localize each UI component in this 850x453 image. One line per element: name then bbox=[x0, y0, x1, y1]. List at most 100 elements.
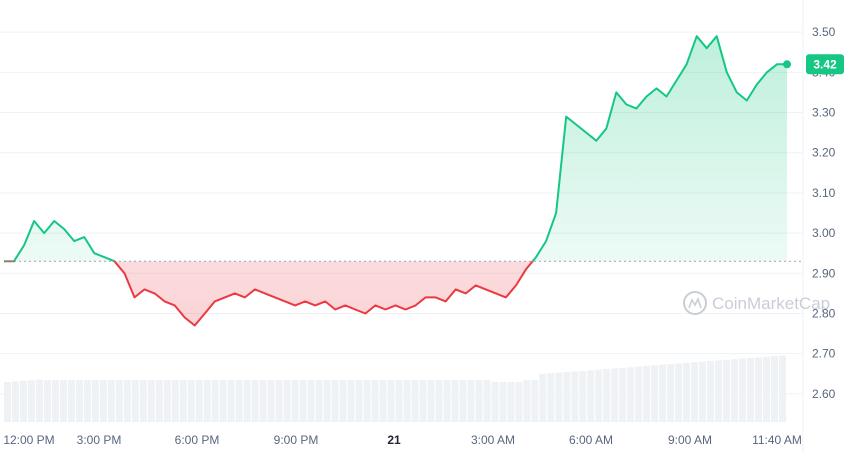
volume-bar bbox=[747, 357, 755, 422]
x-axis: 12:00 PM 3:00 PM 6:00 PM 9:00 PM 21 3:00 AM 6:… bbox=[3, 433, 802, 447]
y-tick-label: 3.20 bbox=[812, 146, 836, 160]
volume-bar bbox=[611, 368, 619, 422]
current-price-dot bbox=[783, 60, 791, 69]
price-line-up bbox=[4, 35, 787, 262]
volume-bar bbox=[267, 380, 275, 422]
volume-bar bbox=[227, 380, 235, 422]
volume-bar bbox=[731, 359, 739, 422]
volume-bar bbox=[315, 380, 323, 422]
volume-bar bbox=[219, 380, 227, 422]
volume-bar bbox=[483, 380, 491, 422]
volume-bar bbox=[179, 380, 187, 422]
volume-bar bbox=[283, 380, 291, 422]
volume-bar bbox=[555, 372, 563, 422]
volume-bar bbox=[499, 382, 507, 422]
volume-bar bbox=[707, 360, 715, 422]
volume-bar bbox=[339, 380, 347, 422]
watermark: CoinMarketCap bbox=[683, 291, 830, 315]
current-price-label: 3.42 bbox=[813, 57, 837, 71]
volume-bar bbox=[235, 380, 243, 422]
volume-bar bbox=[659, 364, 667, 422]
volume-bar bbox=[139, 380, 147, 422]
volume-bar bbox=[691, 362, 699, 422]
volume-bar bbox=[19, 380, 27, 422]
area-above-baseline bbox=[4, 36, 787, 262]
volume-bar bbox=[531, 380, 539, 422]
y-tick-label: 2.60 bbox=[812, 387, 836, 401]
volume-bar bbox=[515, 382, 523, 422]
y-tick-label: 2.70 bbox=[812, 347, 836, 361]
volume-bar bbox=[635, 366, 643, 422]
volume-bar bbox=[427, 380, 435, 422]
x-tick-label: 11:40 AM bbox=[752, 433, 802, 447]
volume-bar bbox=[763, 356, 771, 422]
volume-bar bbox=[491, 382, 499, 422]
volume-bar bbox=[91, 380, 99, 422]
volume-bar bbox=[379, 380, 387, 422]
volume-bar bbox=[651, 365, 659, 422]
volume-bar bbox=[739, 358, 747, 422]
volume-bar bbox=[291, 380, 299, 422]
volume-bar bbox=[259, 380, 267, 422]
current-price-badge: 3.42 bbox=[806, 54, 844, 75]
volume-bar bbox=[595, 369, 603, 422]
volume-bar bbox=[211, 380, 219, 422]
coinmarketcap-logo-mark bbox=[688, 296, 702, 309]
x-tick-label: 9:00 PM bbox=[274, 433, 319, 447]
volume-bar bbox=[411, 380, 419, 422]
x-tick-label: 6:00 PM bbox=[175, 433, 220, 447]
volume-bar bbox=[563, 372, 571, 422]
volume-bar bbox=[419, 380, 427, 422]
coinmarketcap-logo-icon bbox=[683, 291, 707, 315]
watermark-text: CoinMarketCap bbox=[712, 294, 830, 313]
x-tick-label: 3:00 AM bbox=[471, 433, 515, 447]
price-area bbox=[4, 36, 787, 326]
volume-bar bbox=[619, 367, 627, 422]
volume-bar bbox=[35, 379, 43, 422]
x-tick-label: 9:00 AM bbox=[668, 433, 712, 447]
x-tick-label: 6:00 AM bbox=[569, 433, 613, 447]
volume-bar bbox=[147, 380, 155, 422]
volume-bar bbox=[307, 380, 315, 422]
volume-bar bbox=[43, 380, 51, 422]
volume-bar bbox=[779, 355, 786, 422]
volume-bar bbox=[299, 380, 307, 422]
volume-bar bbox=[699, 361, 707, 422]
volume-bar bbox=[51, 380, 59, 422]
x-tick-label: 21 bbox=[387, 433, 401, 447]
price-line-down bbox=[4, 261, 534, 327]
volume-bar bbox=[507, 382, 515, 422]
volume-bar bbox=[4, 382, 11, 422]
volume-bar bbox=[587, 370, 595, 422]
volume-bar bbox=[459, 380, 467, 422]
x-tick-label: 12:00 PM bbox=[3, 433, 54, 447]
volume-bar bbox=[203, 380, 211, 422]
volume-bar bbox=[347, 380, 355, 422]
volume-bar bbox=[435, 380, 443, 422]
volume-bar bbox=[363, 380, 371, 422]
volume-bar bbox=[131, 380, 139, 422]
volume-bar bbox=[387, 380, 395, 422]
volume-bar bbox=[723, 359, 731, 422]
volume-bar bbox=[467, 380, 475, 422]
volume-bar bbox=[355, 380, 363, 422]
volume-bar bbox=[99, 380, 107, 422]
volume-bar bbox=[715, 360, 723, 422]
volume-bar bbox=[443, 380, 451, 422]
y-axis: 3.503.403.303.203.103.002.902.802.702.60 bbox=[812, 25, 836, 401]
volume-bar bbox=[11, 381, 19, 422]
volume-bar bbox=[579, 370, 587, 422]
volume-bar bbox=[163, 380, 171, 422]
y-tick-label: 3.10 bbox=[812, 186, 836, 200]
volume-bar bbox=[475, 380, 483, 422]
volume-bar bbox=[155, 380, 163, 422]
volume-bars bbox=[4, 355, 786, 422]
current-price-badge-bg bbox=[806, 54, 844, 75]
volume-bar bbox=[195, 380, 203, 422]
volume-bar bbox=[683, 362, 691, 422]
price-line bbox=[4, 35, 787, 327]
volume-bar bbox=[59, 380, 67, 422]
volume-bar bbox=[243, 380, 251, 422]
y-tick-label: 3.50 bbox=[812, 25, 836, 39]
